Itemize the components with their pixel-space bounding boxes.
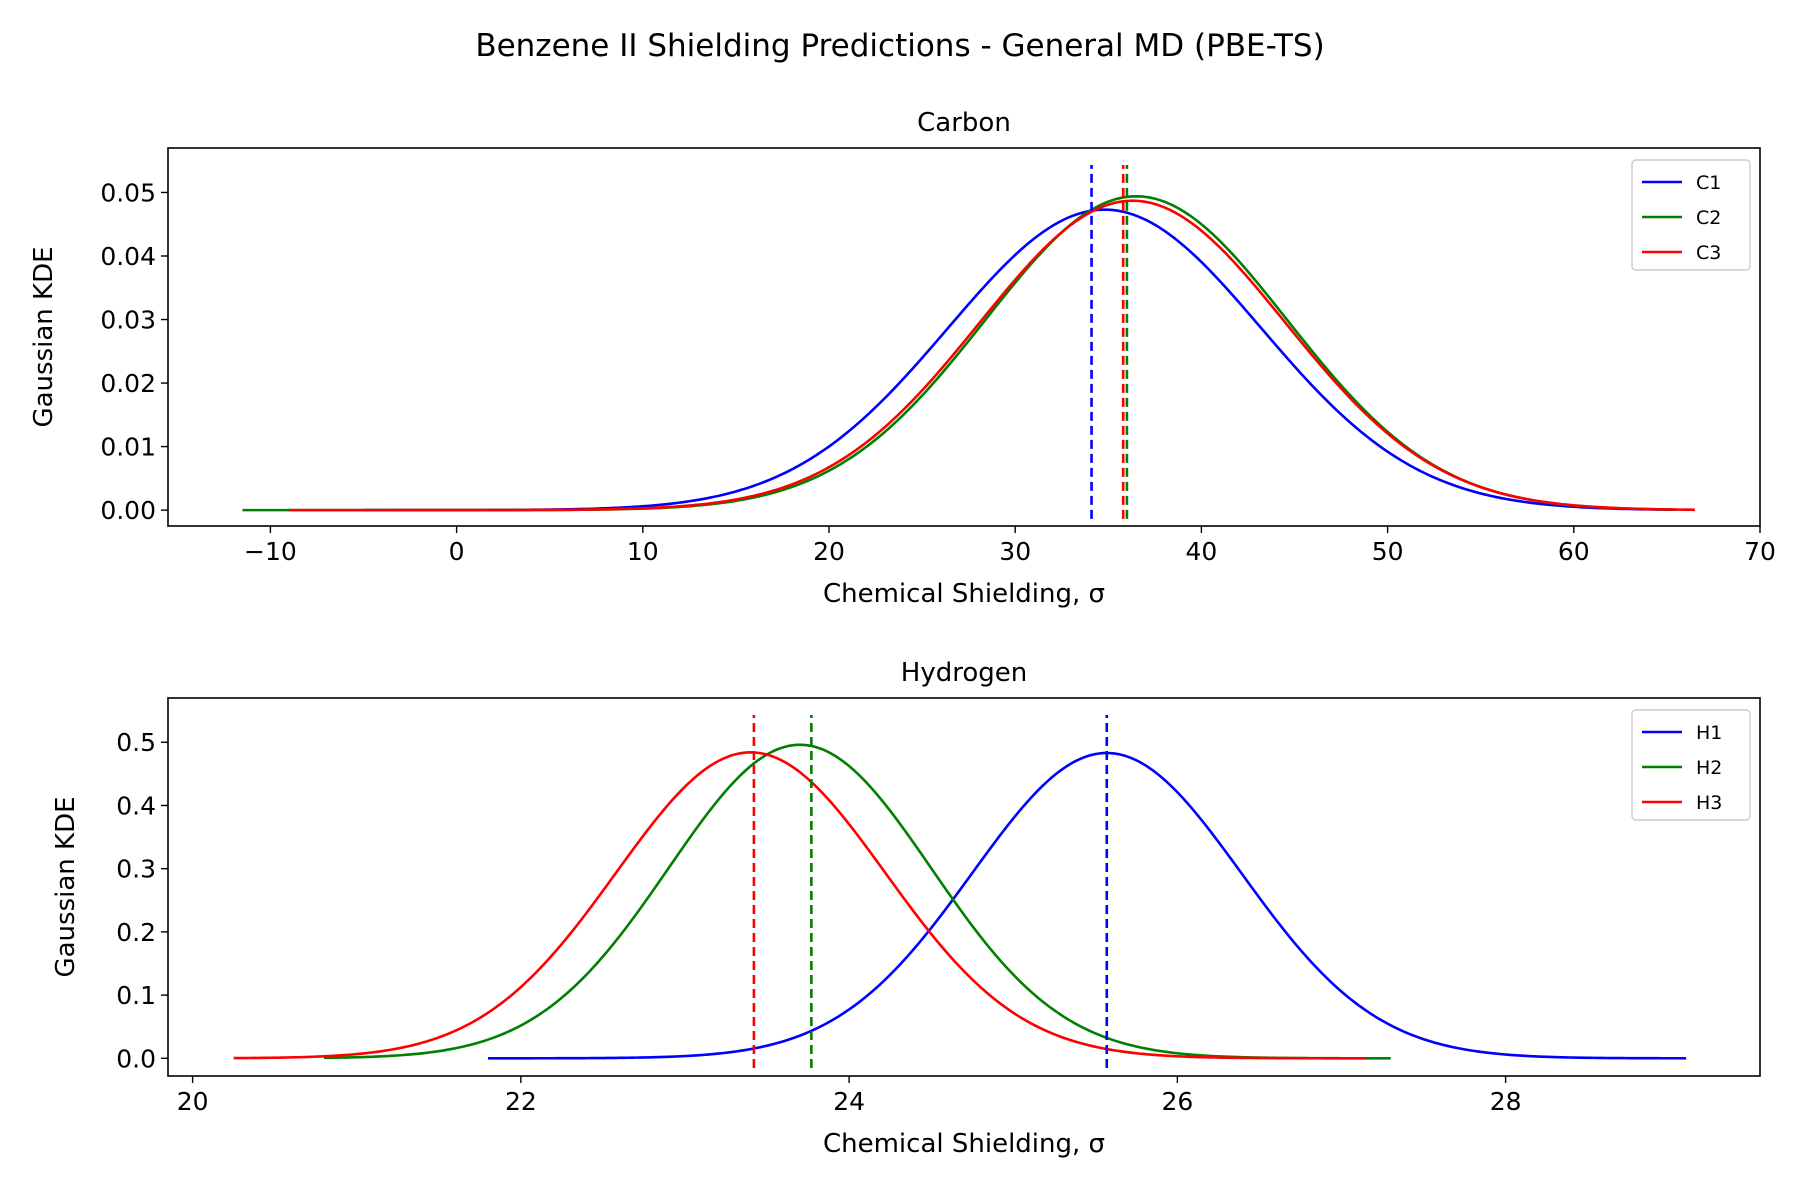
y-tick-label: 0.3: [116, 855, 156, 884]
x-tick-label: 70: [1744, 537, 1776, 566]
y-tick-label: 0.01: [100, 433, 156, 462]
legend-label-c1: C1: [1696, 172, 1721, 194]
x-tick-label: 60: [1558, 537, 1590, 566]
legend-box: [1631, 159, 1751, 271]
y-axis-label: Gaussian KDE: [51, 796, 81, 977]
y-tick-label: 0.4: [116, 791, 156, 820]
chart-title: Hydrogen: [901, 658, 1027, 688]
y-tick-label: 0.04: [100, 242, 156, 271]
y-tick-label: 0.1: [116, 981, 156, 1010]
legend: H1 H2 H3: [1631, 709, 1751, 821]
y-tick-label: 0.5: [116, 728, 156, 757]
figure-title: Benzene II Shielding Predictions - Gener…: [475, 28, 1324, 64]
x-tick-label: 10: [627, 537, 659, 566]
x-axis-label: Chemical Shielding, σ: [823, 1129, 1105, 1159]
x-tick-label: 28: [1490, 1087, 1522, 1116]
x-tick-label: 40: [1185, 537, 1217, 566]
x-tick-label: −10: [244, 537, 297, 566]
x-tick-label: 0: [449, 537, 465, 566]
legend-label-h3: H3: [1696, 792, 1722, 814]
chart-title: Carbon: [917, 108, 1011, 138]
x-tick-label: 26: [1161, 1087, 1193, 1116]
x-tick-label: 20: [177, 1087, 209, 1116]
chart-panels: Carbon −10 0 10 20 30 40 50 60 70 0.00 0.01 0.02 0.03…: [29, 108, 1776, 1159]
series-line-h2: [323, 743, 1391, 1060]
y-tick-label: 0.05: [100, 178, 156, 207]
y-axis-label: Gaussian KDE: [29, 246, 59, 427]
chart-panel-1: Carbon −10 0 10 20 30 40 50 60 70 0.00 0.01 0.02 0.03…: [29, 108, 1776, 609]
x-tick-label: 50: [1372, 537, 1404, 566]
y-tick-label: 0.0: [116, 1044, 156, 1073]
axes-frame: [167, 697, 1761, 1077]
plot-area: [233, 715, 1687, 1069]
x-tick-label: 30: [999, 537, 1031, 566]
plot-area: [242, 165, 1695, 519]
legend-label-h2: H2: [1696, 757, 1722, 779]
y-tick-label: 0.00: [100, 496, 156, 525]
y-tick-label: 0.03: [100, 306, 156, 335]
legend-label-c3: C3: [1696, 242, 1721, 264]
legend-box: [1631, 709, 1751, 821]
x-axis-label: Chemical Shielding, σ: [823, 579, 1105, 609]
series-line-c3: [289, 199, 1695, 512]
axes-frame: [167, 147, 1761, 527]
legend: C1 C2 C3: [1631, 159, 1751, 271]
chart-panel-2: Hydrogen 20 22 24 26 28 0.0 0.1 0.2 0.3 0.4 0.5 Chem…: [51, 658, 1761, 1159]
x-tick-label: 20: [813, 537, 845, 566]
x-tick-label: 22: [505, 1087, 537, 1116]
y-tick-label: 0.2: [116, 918, 156, 947]
series-line-h3: [233, 751, 1367, 1060]
y-tick-label: 0.02: [100, 369, 156, 398]
legend-label-h1: H1: [1696, 722, 1722, 744]
legend-label-c2: C2: [1696, 207, 1721, 229]
series-line-h1: [488, 751, 1687, 1060]
x-tick-label: 24: [833, 1087, 865, 1116]
